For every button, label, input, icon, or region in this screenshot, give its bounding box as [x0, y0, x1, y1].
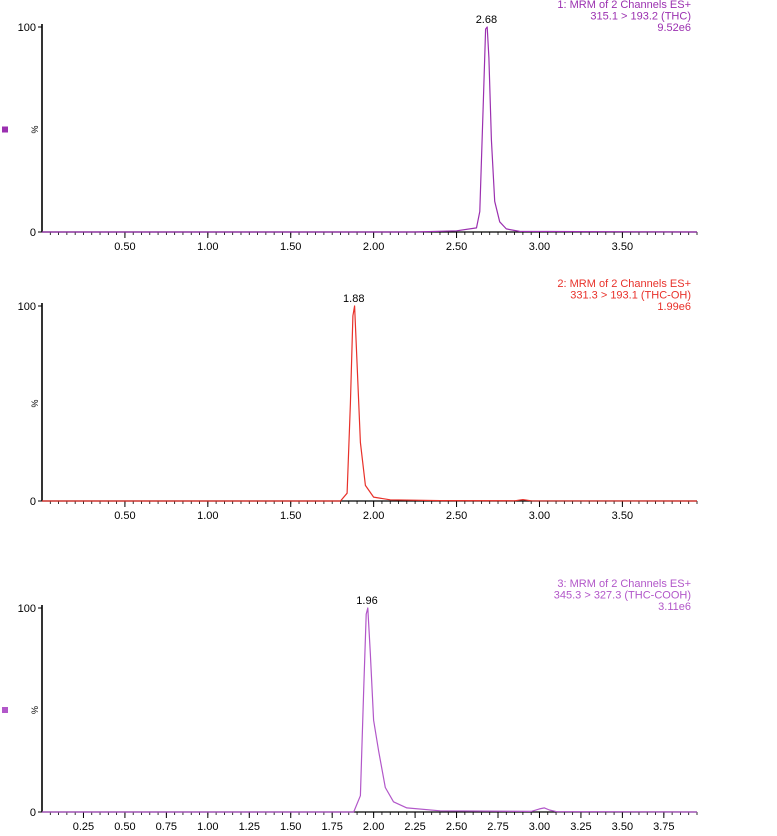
x-tick-label: 1.00	[197, 241, 218, 253]
channel-marker	[2, 707, 8, 713]
x-tick-label: 0.50	[114, 821, 135, 831]
x-tick-label: 2.00	[363, 821, 384, 831]
y-axis-label: %	[30, 125, 40, 133]
x-tick-label: 3.00	[529, 510, 550, 522]
y-tick-label: 0	[30, 496, 36, 508]
x-tick-label: 1.50	[280, 241, 301, 253]
x-tick-label: 2.00	[363, 510, 384, 522]
legend-line: 331.3 > 193.1 (THC-OH)	[570, 290, 691, 302]
legend-line: 2: MRM of 2 Channels ES+	[557, 278, 691, 290]
x-tick-label: 1.25	[239, 821, 260, 831]
x-tick-label: 0.50	[114, 241, 135, 253]
y-tick-label: 100	[18, 22, 36, 34]
x-tick-label: 3.50	[612, 510, 633, 522]
x-tick-label: 1.50	[280, 510, 301, 522]
x-tick-label: 2.50	[446, 510, 467, 522]
x-tick-label: 1.50	[280, 821, 301, 831]
y-tick-label: 100	[18, 301, 36, 313]
chart-panel-1: 0.50 1.00 1.50 2.00 2.50 3.00 3.50 0 100% 2.68 1: …	[2, 0, 698, 253]
x-tick-label: 0.75	[156, 821, 177, 831]
x-tick-label: 3.75	[653, 821, 674, 831]
x-tick-label: 3.50	[612, 241, 633, 253]
chromatogram-trace	[42, 26, 698, 233]
channel-marker	[2, 126, 8, 133]
y-axis-label: %	[30, 706, 40, 714]
y-tick-label: 0	[30, 807, 36, 819]
legend-line: 315.1 > 193.2 (THC)	[590, 11, 691, 23]
peak-label: 1.88	[343, 293, 364, 305]
x-tick-label: 1.75	[321, 821, 342, 831]
chart-panel-3: 0.25 0.50 0.75 1.00 1.25 1.50 1.75 2.00 2.25 2.50…	[2, 578, 698, 833]
legend-line: 1.99e6	[657, 301, 691, 313]
peak-label: 1.96	[356, 595, 377, 607]
legend-line: 3.11e6	[658, 601, 691, 613]
y-tick-label: 0	[30, 227, 36, 239]
x-tick-label: 3.00	[529, 241, 550, 253]
chart-panel-2: 0.50 1.00 1.50 2.00 2.50 3.00 3.50 0 100% 1.88 2: …	[18, 278, 698, 522]
x-tick-label: 2.75	[487, 821, 508, 831]
x-tick-label: 3.00	[529, 821, 550, 831]
x-tick-label: 0.50	[114, 510, 135, 522]
y-tick-label: 100	[18, 603, 36, 615]
x-tick-label: 3.50	[612, 821, 633, 831]
chromatogram-trace	[42, 607, 698, 813]
chromatogram-trace	[42, 305, 698, 502]
x-tick-label: 1.00	[197, 821, 218, 831]
legend-line: 9.52e6	[657, 22, 691, 34]
x-tick-label: 2.25	[404, 821, 425, 831]
x-tick-label: 0.25	[73, 821, 94, 831]
x-tick-label: 2.50	[446, 241, 467, 253]
y-axis-label: %	[30, 399, 40, 407]
x-tick-label: 2.00	[363, 241, 384, 253]
x-tick-label: 2.50	[446, 821, 467, 831]
x-tick-label: 1.00	[197, 510, 218, 522]
x-tick-label: 3.25	[570, 821, 591, 831]
legend-line: 1: MRM of 2 Channels ES+	[557, 0, 691, 11]
legend-line: 345.3 > 327.3 (THC-COOH)	[554, 590, 691, 602]
peak-label: 2.68	[476, 14, 497, 26]
legend-line: 3: MRM of 2 Channels ES+	[557, 578, 691, 590]
